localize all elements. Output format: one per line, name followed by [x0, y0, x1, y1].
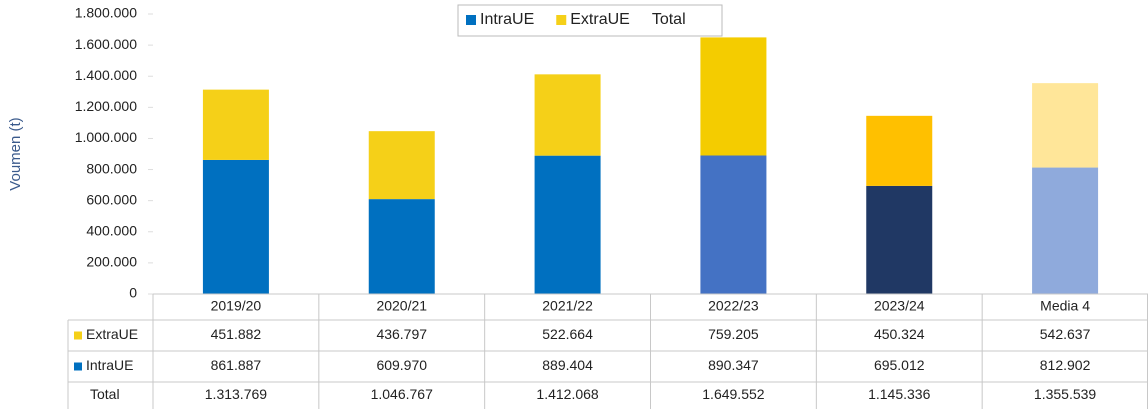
legend-swatch [466, 15, 476, 25]
table-value: 451.882 [211, 326, 262, 342]
table-value: 436.797 [376, 326, 427, 342]
table-value: 890.347 [708, 357, 759, 373]
y-tick-label: 0 [129, 285, 137, 301]
legend-swatch [556, 15, 567, 25]
table-value: 759.205 [708, 326, 759, 342]
row-header: Total [90, 386, 120, 402]
x-tick-label: 2021/22 [542, 298, 593, 314]
legend-box [457, 4, 723, 37]
table-value: 542.637 [1040, 326, 1091, 342]
table-value: 450.324 [874, 326, 925, 342]
table-value: 695.012 [874, 357, 925, 373]
x-tick-label: Media 4 [1040, 298, 1090, 314]
y-tick-label: 800.000 [86, 160, 137, 176]
table-value: 1.046.767 [371, 386, 433, 402]
row-header: ExtraUE [86, 326, 138, 342]
bar-segment [1032, 167, 1099, 294]
bar-segment [534, 155, 601, 294]
legend-label: Total [652, 11, 686, 28]
bar-segment [534, 74, 601, 156]
row-swatch [74, 331, 82, 340]
bar-segment [700, 37, 767, 156]
y-tick-label: 600.000 [86, 191, 137, 207]
table-value: 522.664 [542, 326, 593, 342]
bar-segment [866, 115, 933, 186]
bar-segment [202, 159, 269, 294]
y-axis-label: Voumen (t) [7, 117, 24, 190]
table-value: 609.970 [376, 357, 427, 373]
y-tick-label: 1.600.000 [75, 36, 137, 52]
y-tick-label: 200.000 [86, 254, 137, 270]
x-tick-label: 2022/23 [708, 298, 759, 314]
legend-label: IntraUE [480, 11, 534, 28]
table-value: 1.649.552 [702, 386, 764, 402]
row-swatch [74, 362, 82, 371]
bar-segment [202, 89, 269, 160]
y-tick-label: 1.000.000 [75, 129, 137, 145]
y-tick-label: 1.400.000 [75, 67, 137, 83]
bar-segment [1032, 83, 1099, 168]
bar-segment [700, 155, 767, 294]
table-value: 861.887 [211, 357, 262, 373]
y-tick-label: 1.200.000 [75, 98, 137, 114]
bar-segment [866, 185, 933, 294]
table-value: 1.145.336 [868, 386, 930, 402]
x-tick-label: 2019/20 [211, 298, 262, 314]
table-value: 812.902 [1040, 357, 1091, 373]
table-value: 1.355.539 [1034, 386, 1096, 402]
bar-segment [368, 131, 435, 200]
x-tick-label: 2023/24 [874, 298, 925, 314]
legend-label: ExtraUE [570, 11, 630, 28]
x-tick-label: 2020/21 [376, 298, 427, 314]
row-header: IntraUE [86, 357, 133, 373]
y-tick-label: 400.000 [86, 222, 137, 238]
bar-segment [368, 199, 435, 294]
y-tick-label: 1.800.000 [75, 5, 137, 21]
table-value: 889.404 [542, 357, 593, 373]
table-value: 1.412.068 [536, 386, 598, 402]
table-value: 1.313.769 [205, 386, 267, 402]
